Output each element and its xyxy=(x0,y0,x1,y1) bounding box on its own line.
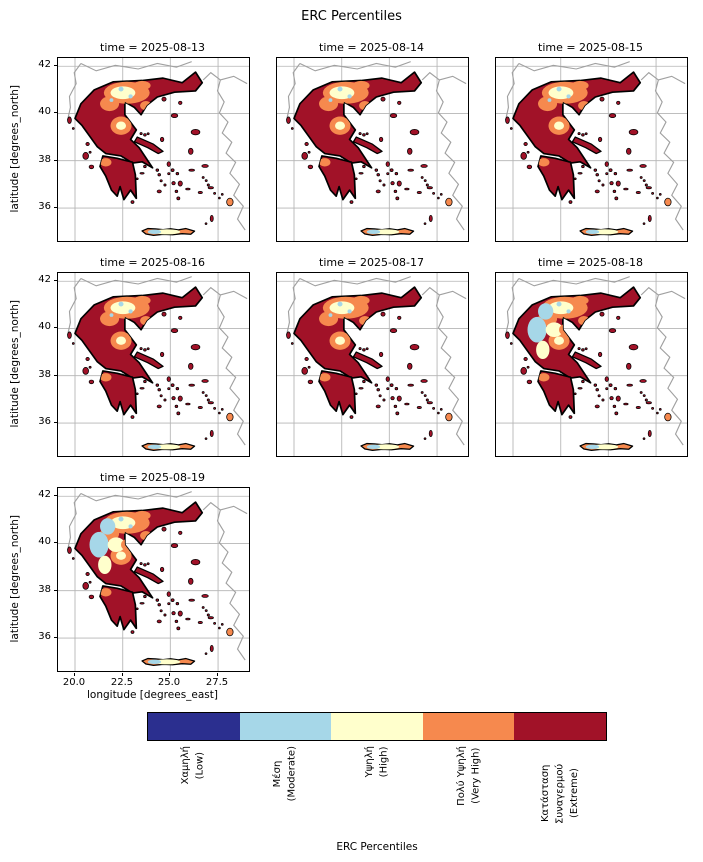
colorbar-label-moderate: Μέση (Moderate) xyxy=(239,746,331,842)
category-name-el: Πολύ Υψηλή xyxy=(455,746,467,806)
panel-title-1: time = 2025-08-14 xyxy=(319,41,424,54)
y-axis-label: latitude [degrees_north] xyxy=(8,487,21,670)
panel-title-3: time = 2025-08-16 xyxy=(100,256,205,269)
greece-erc-map xyxy=(277,58,468,241)
y-tick-label: 36 xyxy=(38,416,58,427)
y-axis-ticks: 42 40 38 36 xyxy=(27,272,58,455)
map-panel-0 xyxy=(57,57,250,242)
greece-erc-map xyxy=(496,58,687,241)
greece-erc-map xyxy=(58,58,249,241)
figure-title: ERC Percentiles xyxy=(301,9,402,24)
x-axis-ticks: 20.0 22.5 25.0 27.5 xyxy=(54,673,248,688)
y-tick-label: 38 xyxy=(38,154,58,165)
y-tick-label: 38 xyxy=(38,584,58,595)
category-name-el: Υψηλή xyxy=(363,746,375,778)
category-name-en: (Very High) xyxy=(470,747,481,805)
colorbar-segment-very-high xyxy=(422,713,515,740)
y-axis-ticks: 42 40 38 36 xyxy=(27,57,58,240)
greece-erc-map xyxy=(277,273,468,456)
colorbar-label-extreme: Κατάσταση Συναγερμού (Extreme) xyxy=(515,746,607,842)
y-axis-label-text: latitude [degrees_north] xyxy=(8,299,21,428)
greece-erc-map xyxy=(496,273,687,456)
x-tick-label: 27.5 xyxy=(197,673,237,688)
y-tick-label: 42 xyxy=(38,59,58,70)
y-axis-label: latitude [degrees_north] xyxy=(8,272,21,455)
colorbar xyxy=(147,712,607,741)
panel-title-6: time = 2025-08-19 xyxy=(100,471,205,484)
y-axis-ticks: 42 40 38 36 xyxy=(27,487,58,670)
colorbar-segment-extreme xyxy=(514,713,606,740)
y-tick-label: 42 xyxy=(38,489,58,500)
y-tick-label: 36 xyxy=(38,631,58,642)
y-tick-label: 40 xyxy=(38,321,58,332)
category-name-en: (High) xyxy=(378,746,389,778)
colorbar-tick-labels: Χαμηλή (Low) Μέση (Moderate) Υψηλή (High… xyxy=(147,746,607,842)
y-axis-label-text: latitude [degrees_north] xyxy=(8,84,21,213)
x-tick-label: 25.0 xyxy=(149,673,189,688)
y-tick-label: 42 xyxy=(38,274,58,285)
y-tick-label: 40 xyxy=(38,536,58,547)
y-tick-label: 38 xyxy=(38,369,58,380)
category-name-el: Κατάσταση Συναγερμού xyxy=(540,763,566,824)
y-axis-label-text: latitude [degrees_north] xyxy=(8,514,21,643)
x-tick-label: 22.5 xyxy=(102,673,142,688)
map-panel-3 xyxy=(57,272,250,457)
panel-title-4: time = 2025-08-17 xyxy=(319,256,424,269)
y-tick-label: 40 xyxy=(38,106,58,117)
panel-title-2: time = 2025-08-15 xyxy=(538,41,643,54)
colorbar-label-very-high: Πολύ Υψηλή (Very High) xyxy=(423,746,515,842)
category-name-en: (Low) xyxy=(194,751,205,779)
map-panel-1 xyxy=(276,57,469,242)
greece-erc-map xyxy=(58,488,249,671)
map-panel-5 xyxy=(495,272,688,457)
map-panel-6 xyxy=(57,487,250,672)
category-name-en: (Extreme) xyxy=(569,768,581,819)
colorbar-axis-label: ERC Percentiles xyxy=(336,841,418,853)
category-name-el: Χαμηλή xyxy=(179,746,191,785)
category-name-en: (Moderate) xyxy=(286,746,297,802)
colorbar-segment-low xyxy=(148,713,240,740)
colorbar-label-low: Χαμηλή (Low) xyxy=(147,746,239,842)
colorbar-segment-high xyxy=(331,713,423,740)
x-axis-label: longitude [degrees_east] xyxy=(86,689,218,701)
map-panel-4 xyxy=(276,272,469,457)
x-tick-label: 20.0 xyxy=(54,673,94,688)
category-name-el: Μέση xyxy=(271,760,283,788)
y-axis-label: latitude [degrees_north] xyxy=(8,57,21,240)
y-tick-label: 36 xyxy=(38,201,58,212)
map-panel-2 xyxy=(495,57,688,242)
colorbar-segment-moderate xyxy=(239,713,332,740)
panel-title-5: time = 2025-08-18 xyxy=(538,256,643,269)
panel-title-0: time = 2025-08-13 xyxy=(100,41,205,54)
greece-erc-map xyxy=(58,273,249,456)
colorbar-label-high: Υψηλή (High) xyxy=(331,746,423,842)
